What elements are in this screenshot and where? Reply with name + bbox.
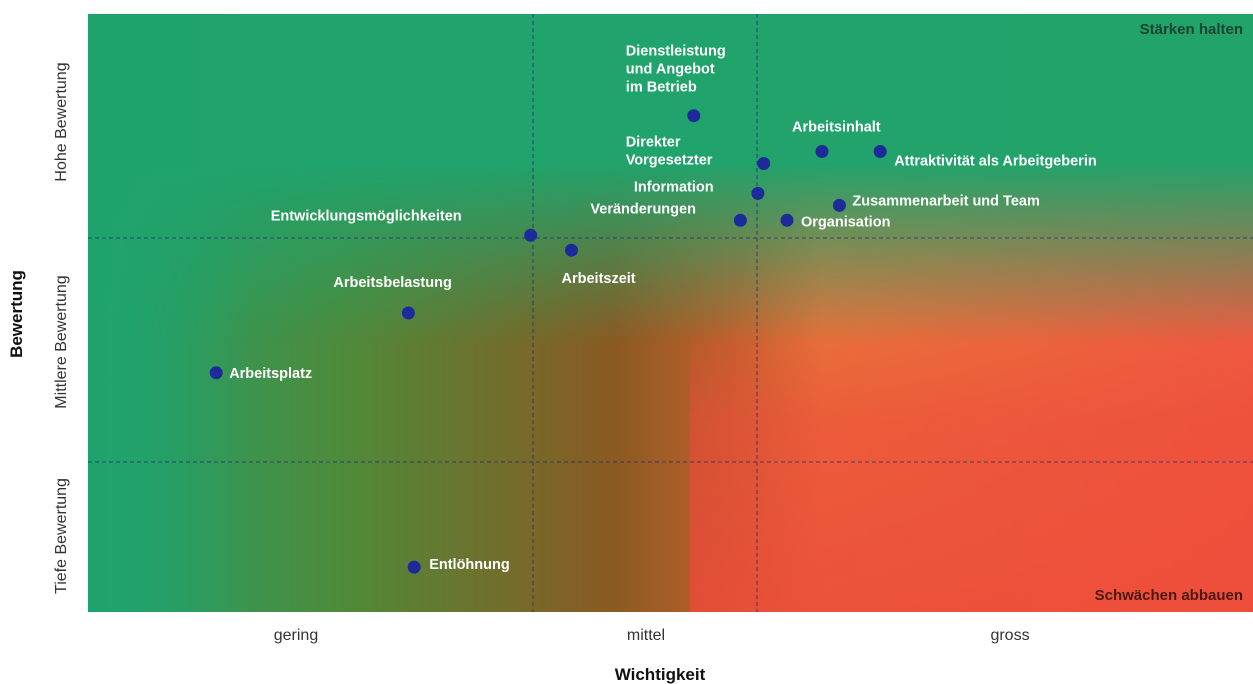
data-point-label: Organisation	[801, 214, 890, 230]
data-point-label: Veränderungen	[590, 201, 696, 217]
data-point	[832, 198, 846, 212]
quadrant-label-bottom-right: Schwächen abbauen	[1095, 587, 1243, 604]
green-top-zone	[88, 14, 1253, 612]
data-point	[565, 243, 578, 257]
x-category-label-high: gross	[990, 627, 1029, 644]
data-point	[209, 366, 223, 380]
data-point	[751, 186, 765, 200]
data-point	[757, 157, 771, 170]
quadrant-label-top-right: Stärken halten	[1140, 21, 1243, 38]
data-point	[407, 560, 421, 574]
data-point	[687, 109, 701, 123]
data-point-label: Direkter Vorgesetzter	[626, 135, 713, 169]
data-point-label: Entlöhnung	[429, 557, 510, 573]
data-point-label: Arbeitsplatz	[229, 366, 312, 382]
data-point-label: Arbeitsbelastung	[333, 275, 451, 291]
data-point-label: Entwicklungsmöglichkeiten	[271, 208, 462, 224]
data-point	[780, 213, 794, 227]
x-category-label-medium: mittel	[627, 627, 665, 644]
data-point-label: Information	[634, 179, 714, 195]
data-points: Dienstleistung und Angebot im Betrieb Arbei…	[209, 44, 1097, 574]
y-band-label-high: Hohe Bewertung	[53, 62, 70, 181]
data-point	[733, 213, 747, 227]
data-point	[873, 145, 887, 158]
data-point	[401, 306, 415, 320]
data-point-label: Zusammenarbeit und Team	[852, 193, 1039, 209]
data-point-label: Arbeitszeit	[562, 271, 636, 287]
green-left-zone	[88, 14, 248, 612]
y-band-label-low: Tiefe Bewertung	[53, 478, 70, 594]
data-point-label: Attraktivität als Arbeitgeberin	[894, 154, 1097, 170]
y-band-label-medium: Mittlere Bewertung	[53, 275, 70, 408]
data-point	[524, 228, 538, 242]
y-axis-label: Bewertung	[7, 270, 26, 358]
data-point-label: Dienstleistung und Angebot im Betrieb	[626, 44, 726, 96]
data-point-label: Arbeitsinhalt	[792, 120, 881, 136]
grid-lines	[88, 14, 1253, 612]
data-point	[815, 145, 829, 158]
x-category-label-low: gering	[274, 627, 318, 644]
x-axis-label: Wichtigkeit	[615, 665, 706, 684]
